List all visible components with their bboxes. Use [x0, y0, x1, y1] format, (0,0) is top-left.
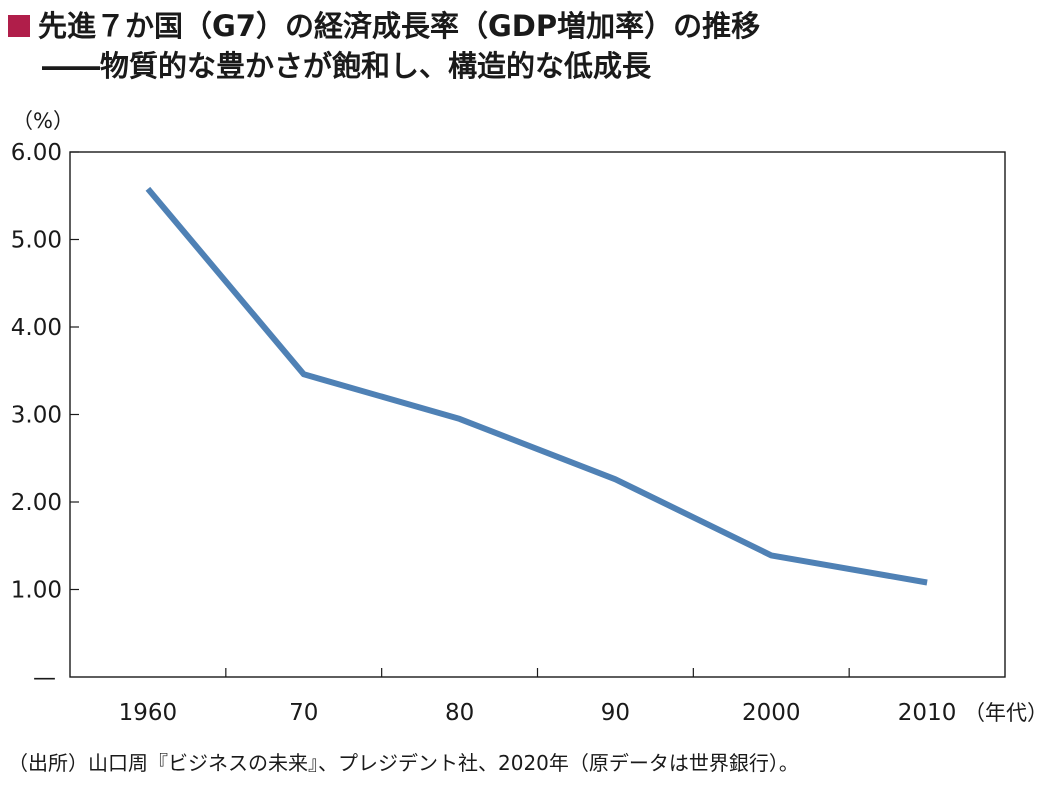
chart-heading: 先進７か国（G7）の経済成長率（GDP増加率）の推移 ――物質的な豊かさが飽和し…: [8, 6, 1028, 86]
y-tick-label: 1.00: [11, 578, 62, 604]
y-tick-label: 6.00: [11, 140, 62, 166]
plot-frame: [69, 151, 1006, 678]
y-tick-label: 4.00: [11, 315, 62, 341]
chart-series: [145, 186, 928, 586]
x-tick-label: 90: [601, 700, 630, 726]
x-tick-label: 1960: [119, 700, 178, 726]
x-tick-label: 2000: [742, 700, 801, 726]
x-axis-ticks: 1960 70 80 90 2000 2010: [119, 668, 957, 726]
x-axis-unit: （年代）: [964, 701, 1040, 725]
x-tick-label: 70: [289, 700, 318, 726]
chart-subtitle: ――物質的な豊かさが飽和し、構造的な低成長: [42, 49, 652, 83]
title-square-marker: [8, 15, 30, 37]
chart-title-row: 先進７か国（G7）の経済成長率（GDP増加率）の推移: [8, 6, 1028, 46]
y-tick-label: 2.00: [11, 490, 62, 516]
y-axis-ticks: 1.00 2.00 3.00 4.00 5.00 6.00 —: [11, 140, 79, 691]
chart-axes: [69, 151, 1006, 678]
y-axis-unit: （%）: [12, 109, 74, 133]
y-tick-label: 5.00: [11, 228, 62, 254]
x-tick-label: 80: [445, 700, 474, 726]
y-zero-label: —: [33, 665, 56, 691]
chart-title: 先進７か国（G7）の経済成長率（GDP増加率）の推移: [38, 9, 761, 43]
axis-units: （%） （年代）: [12, 109, 1040, 725]
source-note: （出所）山口周『ビジネスの未来』、プレジデント社、2020年（原データは世界銀行…: [8, 751, 799, 775]
series-line: [145, 186, 928, 586]
y-tick-label: 3.00: [11, 403, 62, 429]
x-tick-label: 2010: [898, 700, 957, 726]
